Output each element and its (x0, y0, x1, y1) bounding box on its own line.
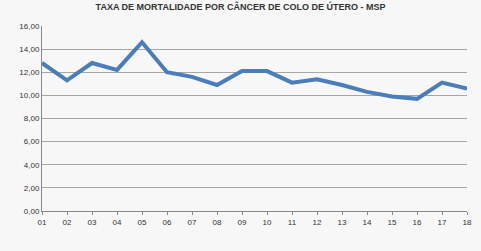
svg-text:12,00: 12,00 (19, 68, 40, 77)
svg-text:10,00: 10,00 (19, 91, 40, 100)
svg-text:13: 13 (338, 218, 347, 227)
svg-text:05: 05 (138, 218, 147, 227)
svg-text:07: 07 (188, 218, 197, 227)
svg-text:17: 17 (438, 218, 447, 227)
svg-text:02: 02 (63, 218, 72, 227)
svg-text:4,00: 4,00 (24, 161, 40, 170)
svg-text:11: 11 (288, 218, 297, 227)
svg-text:04: 04 (113, 218, 122, 227)
svg-text:01: 01 (38, 218, 47, 227)
svg-text:TAXA DE MORTALIDADE POR CÂNCER: TAXA DE MORTALIDADE POR CÂNCER DE COLO D… (96, 1, 386, 12)
svg-text:08: 08 (213, 218, 222, 227)
svg-text:03: 03 (88, 218, 97, 227)
svg-text:14,00: 14,00 (19, 45, 40, 54)
svg-text:0,00: 0,00 (24, 207, 40, 216)
svg-text:15: 15 (388, 218, 397, 227)
svg-text:12: 12 (313, 218, 322, 227)
svg-text:18: 18 (463, 218, 472, 227)
svg-text:Fonte: PRO-AIM: Fonte: PRO-AIM (413, 250, 465, 251)
svg-text:16,00: 16,00 (19, 22, 40, 31)
svg-text:09: 09 (238, 218, 247, 227)
svg-text:16: 16 (413, 218, 422, 227)
svg-text:10: 10 (263, 218, 272, 227)
svg-text:8,00: 8,00 (24, 114, 40, 123)
svg-text:14: 14 (363, 218, 372, 227)
svg-text:6,00: 6,00 (24, 137, 40, 146)
svg-text:06: 06 (163, 218, 172, 227)
svg-text:2,00: 2,00 (24, 184, 40, 193)
